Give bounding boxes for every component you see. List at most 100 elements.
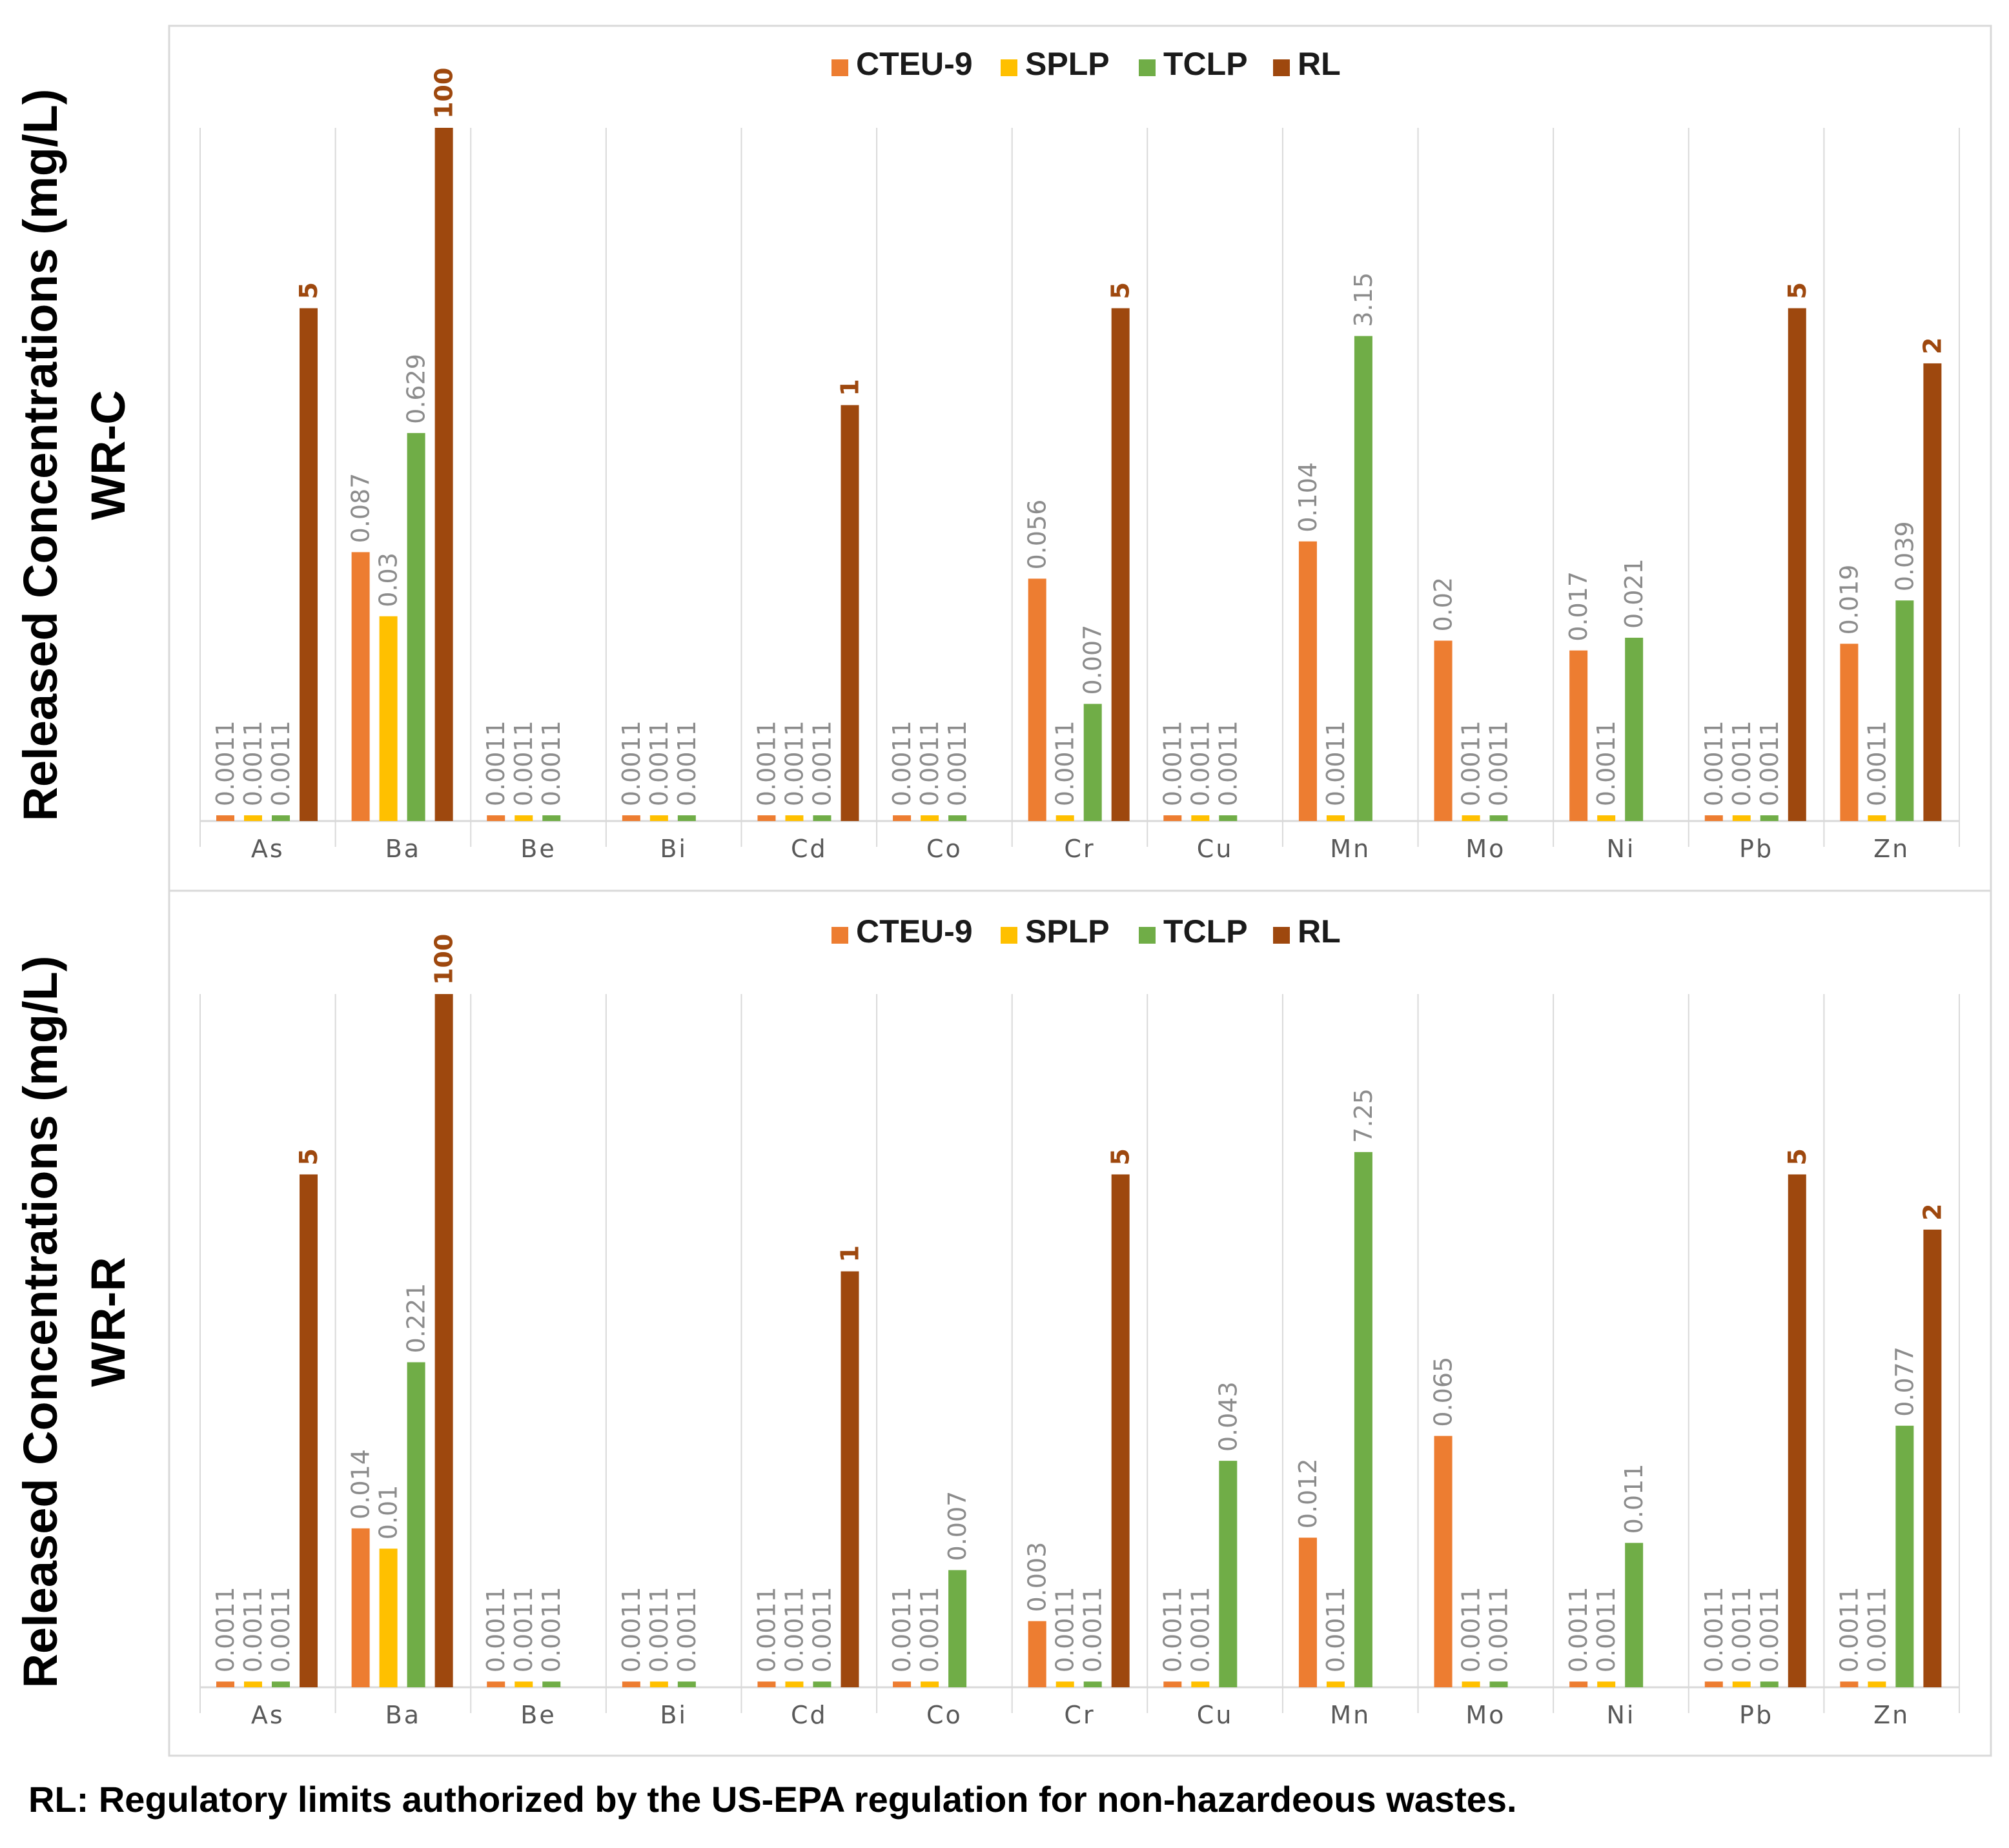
bar-tclp-cu bbox=[1219, 815, 1238, 821]
data-label-rl-as: 5 bbox=[294, 282, 323, 299]
data-label-cteu-9-ni: 0.0011 bbox=[1564, 1587, 1593, 1672]
bar-cteu-9-cu bbox=[1163, 815, 1182, 821]
bar-splp-pb bbox=[1732, 1681, 1751, 1687]
bar-splp-mn bbox=[1326, 815, 1345, 821]
data-label-splp-be: 0.0011 bbox=[509, 720, 538, 806]
data-label-splp-zn: 0.0011 bbox=[1862, 720, 1891, 806]
data-label-tclp-be: 0.0011 bbox=[537, 720, 566, 806]
bar-splp-ni bbox=[1597, 1681, 1616, 1687]
data-label-tclp-mo: 0.0011 bbox=[1485, 1587, 1513, 1672]
x-tick-label-mn: Mn bbox=[1330, 835, 1371, 863]
x-tick-label-as: As bbox=[251, 835, 285, 863]
bar-splp-ba bbox=[379, 616, 398, 821]
x-tick-label-mo: Mo bbox=[1465, 835, 1505, 863]
data-label-splp-pb: 0.0011 bbox=[1728, 720, 1756, 806]
data-label-rl-cr: 5 bbox=[1106, 282, 1135, 299]
data-label-cteu-9-ba: 0.014 bbox=[347, 1449, 375, 1519]
data-label-splp-cu: 0.0011 bbox=[1186, 1587, 1214, 1672]
data-label-rl-ba: 100 bbox=[430, 934, 458, 985]
legend-label-splp: SPLP bbox=[1025, 913, 1110, 949]
bar-splp-zn bbox=[1868, 1681, 1886, 1687]
x-tick-label-as: As bbox=[251, 1701, 285, 1729]
bar-tclp-bi bbox=[677, 1681, 696, 1687]
bar-rl-pb bbox=[1788, 1174, 1806, 1687]
data-label-cteu-9-cd: 0.0011 bbox=[752, 720, 780, 806]
data-label-cteu-9-ni: 0.017 bbox=[1564, 571, 1593, 642]
x-tick-label-ni: Ni bbox=[1606, 1701, 1635, 1729]
x-tick-label-ba: Ba bbox=[385, 1701, 421, 1729]
data-label-cteu-9-mo: 0.02 bbox=[1429, 577, 1458, 632]
bar-splp-as bbox=[244, 815, 262, 821]
data-label-splp-ba: 0.03 bbox=[374, 553, 403, 607]
bar-splp-cd bbox=[785, 1681, 804, 1687]
bar-tclp-be bbox=[542, 815, 561, 821]
bar-rl-zn bbox=[1923, 1229, 1942, 1687]
bar-tclp-cu bbox=[1219, 1461, 1238, 1687]
bar-cteu-9-be bbox=[487, 815, 505, 821]
data-label-tclp-zn: 0.039 bbox=[1890, 521, 1919, 591]
data-label-tclp-cr: 0.007 bbox=[1079, 625, 1107, 695]
data-label-splp-mo: 0.0011 bbox=[1457, 1587, 1485, 1672]
data-label-splp-co: 0.0011 bbox=[915, 720, 944, 806]
bar-splp-zn bbox=[1868, 815, 1886, 821]
bar-tclp-mn bbox=[1354, 1152, 1372, 1687]
bar-splp-mo bbox=[1462, 1681, 1480, 1687]
data-label-splp-bi: 0.0011 bbox=[645, 1587, 673, 1672]
bar-rl-cr bbox=[1111, 1174, 1130, 1687]
bar-cteu-9-mo bbox=[1434, 640, 1453, 821]
x-tick-label-ba: Ba bbox=[385, 835, 421, 863]
bar-tclp-pb bbox=[1760, 815, 1779, 821]
data-label-splp-ni: 0.0011 bbox=[1592, 1587, 1620, 1672]
legend-swatch-tclp bbox=[1139, 927, 1156, 944]
data-label-tclp-cu: 0.043 bbox=[1214, 1381, 1242, 1452]
data-label-tclp-ba: 0.629 bbox=[402, 354, 431, 424]
chart-panel-1: Released Concentrations (mg/L) WR-C CTEU-9… bbox=[14, 25, 1992, 892]
x-tick-label-bi: Bi bbox=[660, 835, 688, 863]
bar-cteu-9-pb bbox=[1704, 1681, 1723, 1687]
bar-cteu-9-zn bbox=[1840, 1681, 1859, 1687]
data-label-cteu-9-pb: 0.0011 bbox=[1700, 1587, 1728, 1672]
data-label-splp-as: 0.0011 bbox=[239, 1587, 267, 1672]
x-tick-label-co: Co bbox=[926, 835, 963, 863]
bar-rl-as bbox=[300, 308, 318, 821]
footnote: RL: Regulatory limits authorized by the … bbox=[28, 1779, 1517, 1820]
data-label-cteu-9-as: 0.0011 bbox=[211, 720, 240, 806]
bar-splp-cr bbox=[1055, 815, 1074, 821]
legend-swatch-splp bbox=[1001, 927, 1017, 944]
data-label-cteu-9-be: 0.0011 bbox=[482, 1587, 510, 1672]
data-label-cteu-9-co: 0.0011 bbox=[888, 1587, 916, 1672]
data-label-cteu-9-cu: 0.0011 bbox=[1158, 720, 1187, 806]
data-label-splp-cd: 0.0011 bbox=[780, 1587, 808, 1672]
legend-swatch-rl bbox=[1273, 927, 1290, 944]
bar-splp-cu bbox=[1191, 1681, 1210, 1687]
bar-cteu-9-co bbox=[893, 815, 912, 821]
data-label-cteu-9-cr: 0.003 bbox=[1023, 1542, 1052, 1612]
bar-tclp-cd bbox=[813, 1681, 831, 1687]
bar-rl-zn bbox=[1923, 363, 1942, 821]
data-label-tclp-co: 0.007 bbox=[943, 1491, 972, 1561]
data-label-splp-as: 0.0011 bbox=[239, 720, 267, 806]
bar-rl-ba bbox=[434, 994, 453, 1687]
data-label-tclp-as: 0.0011 bbox=[267, 1587, 295, 1672]
bar-cteu-9-ni bbox=[1569, 1681, 1588, 1687]
legend-label-cteu-9: CTEU-9 bbox=[856, 913, 973, 949]
bar-tclp-co bbox=[948, 1570, 967, 1687]
bar-splp-pb bbox=[1732, 815, 1751, 821]
data-label-splp-mn: 0.0011 bbox=[1321, 1587, 1350, 1672]
bar-rl-pb bbox=[1788, 308, 1806, 821]
x-tick-label-zn: Zn bbox=[1873, 835, 1910, 863]
bar-tclp-bi bbox=[677, 815, 696, 821]
bar-cteu-9-cd bbox=[757, 815, 776, 821]
data-label-splp-be: 0.0011 bbox=[509, 1587, 538, 1672]
data-label-cteu-9-mo: 0.065 bbox=[1429, 1357, 1458, 1427]
bar-splp-be bbox=[515, 1681, 533, 1687]
data-label-splp-mn: 0.0011 bbox=[1321, 720, 1350, 806]
bar-tclp-cr bbox=[1083, 1681, 1102, 1687]
data-label-cteu-9-co: 0.0011 bbox=[888, 720, 916, 806]
data-label-tclp-zn: 0.077 bbox=[1890, 1346, 1919, 1417]
bar-cteu-9-pb bbox=[1704, 815, 1723, 821]
data-label-cteu-9-as: 0.0011 bbox=[211, 1587, 240, 1672]
data-label-tclp-as: 0.0011 bbox=[267, 720, 295, 806]
legend-label-splp: SPLP bbox=[1025, 46, 1110, 82]
data-label-tclp-be: 0.0011 bbox=[537, 1587, 566, 1672]
